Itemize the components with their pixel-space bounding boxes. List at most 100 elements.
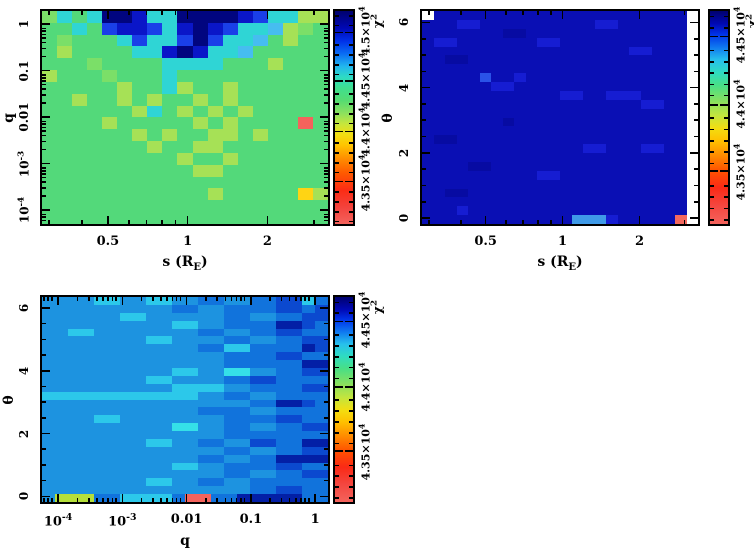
colorbar-minor-tick xyxy=(335,103,339,105)
heatmap-cell xyxy=(652,188,664,198)
heatmap-cell xyxy=(548,144,560,153)
heatmap-cell xyxy=(68,312,81,321)
heatmap-cell xyxy=(120,399,133,408)
heatmap-cell xyxy=(276,431,289,439)
heatmap-cell xyxy=(42,70,58,82)
heatmap-cell xyxy=(652,161,664,171)
heatmap-cell xyxy=(250,478,263,487)
heatmap-cell xyxy=(222,81,238,94)
heatmap-cell xyxy=(422,170,434,180)
heatmap-cell xyxy=(102,34,118,47)
heatmap-cell xyxy=(537,170,549,180)
heatmap-cell xyxy=(198,367,211,376)
heatmap-cell xyxy=(162,11,178,23)
heatmap-cell xyxy=(445,28,457,38)
colorbar-minor-tick xyxy=(335,442,339,445)
heatmap-cell xyxy=(537,90,549,100)
heatmap-cell xyxy=(302,454,315,463)
heatmap-cell xyxy=(222,58,238,71)
heatmap-cell xyxy=(548,46,560,56)
heatmap-cell xyxy=(94,344,107,353)
y-tick-label: 6 xyxy=(397,18,411,27)
heatmap-cell xyxy=(252,58,268,71)
heatmap-cell xyxy=(207,188,223,201)
heatmap-cell xyxy=(537,153,549,162)
heatmap-cell xyxy=(548,28,560,38)
heatmap-cell xyxy=(207,129,223,142)
heatmap-cell xyxy=(172,344,185,353)
heatmap-cell xyxy=(94,367,107,376)
heatmap-cell xyxy=(686,46,698,56)
heatmap-cell xyxy=(491,19,503,29)
heatmap-cell xyxy=(185,415,198,424)
heatmap-cell xyxy=(146,297,159,305)
heatmap-cell xyxy=(147,46,163,59)
heatmap-cell xyxy=(159,367,172,376)
heatmap-cell xyxy=(102,176,118,189)
heatmap-cell xyxy=(267,212,283,224)
heatmap-cell xyxy=(42,328,55,337)
heatmap-cell xyxy=(146,360,159,368)
heatmap-cell xyxy=(68,494,81,502)
heatmap-cell xyxy=(502,46,514,56)
heatmap-cell xyxy=(297,164,313,177)
heatmap-cell xyxy=(211,383,224,392)
heatmap-cell xyxy=(514,144,526,153)
heatmap-cell xyxy=(297,105,313,118)
heatmap-cell xyxy=(162,81,178,94)
colorbar-minor-tick xyxy=(349,377,353,380)
heatmap-cell xyxy=(289,423,302,432)
heatmap-cell xyxy=(629,153,641,162)
heatmap-cell xyxy=(276,438,289,447)
heatmap-cell xyxy=(675,135,687,145)
colorbar-minor-tick xyxy=(335,211,339,213)
heatmap-cell xyxy=(315,344,328,353)
colorbar-tick-label: 4.35×104 xyxy=(732,143,748,201)
heatmap-cell xyxy=(617,179,629,189)
heatmap-cell xyxy=(629,188,641,198)
heatmap-cell xyxy=(289,391,302,400)
heatmap-cell xyxy=(686,197,698,207)
heatmap-cell xyxy=(433,215,445,224)
heatmap-cell xyxy=(289,383,302,392)
heatmap-cell xyxy=(302,438,315,447)
heatmap-cell xyxy=(422,99,434,109)
heatmap-cell xyxy=(468,215,480,224)
heatmap-cell xyxy=(315,486,328,495)
heatmap-cell xyxy=(302,336,315,345)
heatmap-cell xyxy=(315,431,328,439)
heatmap-cell xyxy=(147,141,163,153)
colorbar-minor-tick xyxy=(335,73,339,76)
heatmap-cell xyxy=(433,153,445,162)
heatmap-cell xyxy=(42,34,58,47)
heatmap-cell xyxy=(117,81,133,94)
heatmap-cell xyxy=(606,153,618,162)
heatmap-cell xyxy=(162,176,178,189)
heatmap-cell xyxy=(502,82,514,91)
heatmap-cell xyxy=(652,108,664,118)
colorbar-minor-tick xyxy=(335,464,339,467)
heatmap-cell xyxy=(198,344,211,353)
heatmap-cell xyxy=(42,312,55,321)
heatmap-cell xyxy=(133,375,146,384)
heatmap-cell xyxy=(120,407,133,416)
colorbar-minor-tick xyxy=(335,201,339,203)
colorbar-minor-tick xyxy=(724,117,728,120)
heatmap-cell xyxy=(433,37,445,47)
colorbar-minor-tick xyxy=(335,142,339,145)
heatmap-cell xyxy=(146,446,159,455)
heatmap-cell xyxy=(81,320,94,329)
heatmap-cell xyxy=(468,188,480,198)
heatmap-cell xyxy=(297,200,313,213)
heatmap-cell xyxy=(422,37,434,47)
heatmap-cell xyxy=(42,93,58,106)
heatmap-cell xyxy=(250,344,263,353)
heatmap-cell xyxy=(663,64,675,74)
heatmap-cell xyxy=(42,352,55,361)
heatmap-cell xyxy=(68,478,81,487)
heatmap-cell xyxy=(445,73,457,82)
heatmap-cell xyxy=(250,431,263,439)
heatmap-cell xyxy=(456,153,468,162)
heatmap-cell xyxy=(237,454,250,463)
heatmap-cell xyxy=(94,391,107,400)
